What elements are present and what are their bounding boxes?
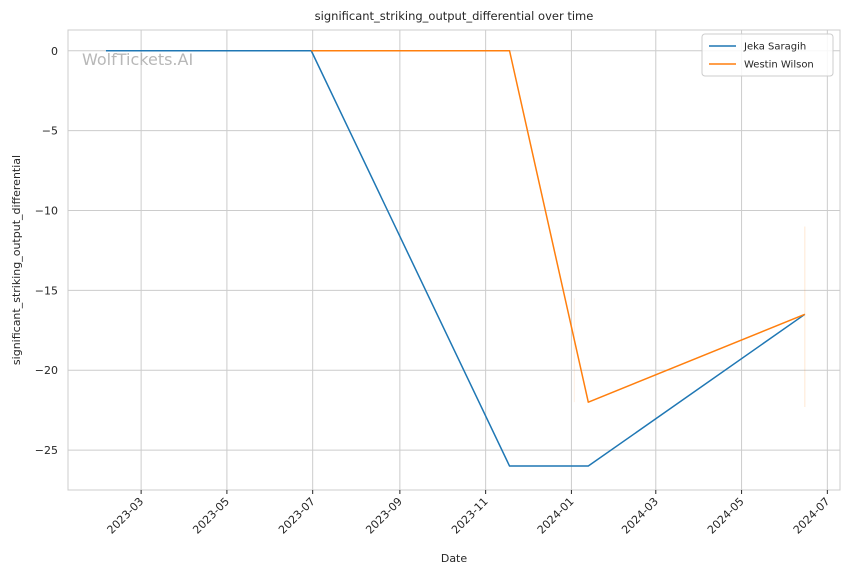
x-tick-label: 2024-03	[619, 495, 661, 537]
y-axis-label: significant_striking_output_differential	[10, 155, 23, 365]
x-tick-label: 2023-07	[276, 495, 318, 537]
y-tick-label: −5	[42, 125, 58, 138]
legend-label-westin-wilson: Westin Wilson	[744, 60, 814, 71]
x-axis-label: Date	[441, 552, 468, 565]
y-axis-ticks: 0 −5 −10 −15 −20 −25	[35, 45, 58, 457]
y-tick-label: −20	[35, 364, 58, 377]
series-lines	[105, 50, 806, 467]
x-tick-label: 2023-09	[363, 495, 405, 537]
plot-area	[67, 29, 841, 491]
watermark-text: WolfTickets.AI	[82, 50, 193, 69]
x-tick-label: 2024-05	[705, 495, 747, 537]
series-line-jeka-saragih	[105, 50, 806, 467]
series-line-westin-wilson	[311, 50, 806, 403]
chart-title: significant_striking_output_differential…	[315, 9, 594, 23]
x-tick-label: 2024-07	[791, 495, 833, 537]
x-tick-label: 2024-01	[535, 495, 577, 537]
y-tick-label: −15	[35, 284, 58, 297]
x-tick-label: 2023-05	[190, 495, 232, 537]
x-axis-ticks: 2023-03 2023-05 2023-07 2023-09 2023-11 2024-…	[105, 490, 833, 537]
legend-label-jeka-saragih: Jeka Saragih	[743, 42, 806, 53]
y-tick-label: −10	[35, 204, 58, 217]
y-tick-label: −25	[35, 444, 58, 457]
legend: Jeka Saragih Westin Wilson	[701, 33, 834, 77]
x-tick-label: 2023-03	[105, 495, 147, 537]
y-tick-label: 0	[51, 45, 58, 58]
legend-box	[701, 33, 834, 77]
x-tick-label: 2023-11	[449, 495, 491, 537]
faint-range-lines	[573, 226, 806, 407]
